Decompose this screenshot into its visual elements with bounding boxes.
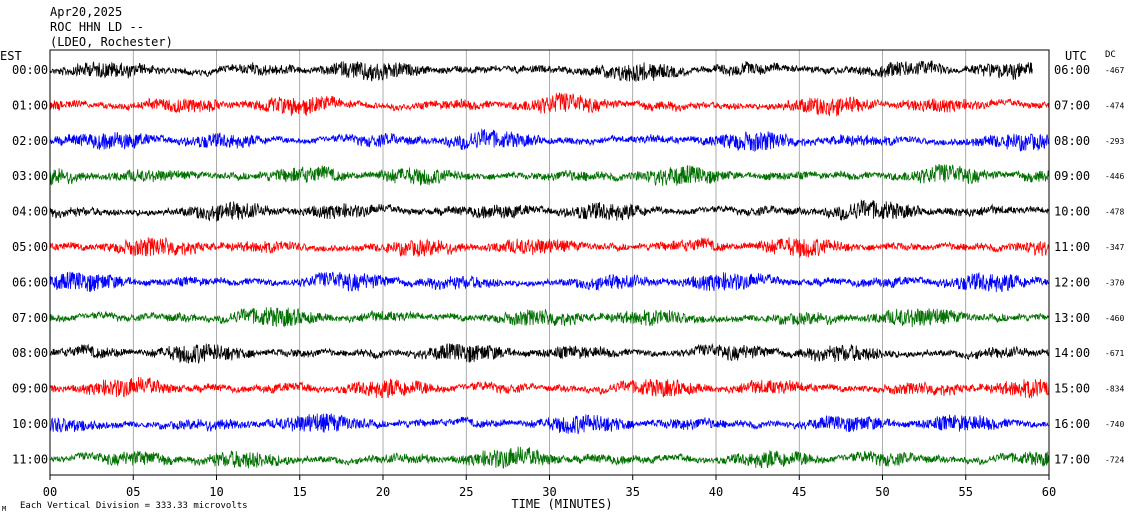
trace-line: [49, 446, 1050, 469]
row-utc-label: 17:00: [1054, 452, 1090, 466]
row-est-label: 09:00: [12, 382, 48, 396]
trace-line: [49, 342, 1050, 364]
x-tick-label: 05: [126, 485, 140, 499]
row-est-label: 07:00: [12, 311, 48, 325]
row-utc-label: 14:00: [1054, 346, 1090, 360]
row-dc-value: -474: [1105, 101, 1124, 110]
row-dc-value: -834: [1105, 385, 1124, 394]
trace-line: [49, 413, 1050, 435]
trace-line: [49, 128, 1050, 153]
x-tick-label: 30: [542, 485, 556, 499]
row-est-label: 10:00: [12, 417, 48, 431]
x-tick-label: 20: [376, 485, 390, 499]
x-tick-label: 00: [43, 485, 57, 499]
row-utc-label: 06:00: [1054, 63, 1090, 77]
row-dc-value: -478: [1105, 208, 1124, 217]
row-est-label: 03:00: [12, 169, 48, 183]
x-tick-label: 35: [626, 485, 640, 499]
row-dc-value: -460: [1105, 314, 1124, 323]
grid-lines: [132, 50, 967, 475]
x-tick-label: 40: [709, 485, 723, 499]
x-tick-label: 60: [1042, 485, 1056, 499]
row-dc-value: -293: [1105, 137, 1124, 146]
x-axis-ticks: 00 05 10 15 20 25 30 35 40 45 50 55 60: [43, 475, 1056, 499]
header-network: (LDEO, Rochester): [50, 35, 173, 49]
seismic-traces: [49, 60, 1050, 469]
x-tick-label: 50: [875, 485, 889, 499]
trace-line: [49, 60, 1033, 82]
x-tick-label: 25: [459, 485, 473, 499]
row-dc-value: -467: [1105, 66, 1124, 75]
row-utc-label: 11:00: [1054, 240, 1090, 254]
row-est-label: 00:00: [12, 63, 48, 77]
trace-line: [49, 199, 1050, 222]
row-est-label: 08:00: [12, 346, 48, 360]
row-dc-value: -671: [1105, 349, 1124, 358]
row-est-label: 11:00: [12, 452, 48, 466]
row-est-label: 02:00: [12, 134, 48, 148]
x-tick-label: 15: [293, 485, 307, 499]
row-dc-value: -740: [1105, 420, 1124, 429]
row-utc-label: 12:00: [1054, 275, 1090, 289]
trace-line: [49, 376, 1050, 399]
row-utc-label: 15:00: [1054, 382, 1090, 396]
x-tick-label: 45: [792, 485, 806, 499]
row-est-label: 04:00: [12, 205, 48, 219]
trace-line: [49, 163, 1050, 187]
row-labels: 00:00 06:00 -467 01:00 07:00 -474 02:00 08:00 -2…: [12, 63, 1124, 466]
row-utc-label: 10:00: [1054, 205, 1090, 219]
trace-line: [49, 237, 1050, 258]
row-dc-value: -370: [1105, 278, 1124, 287]
x-tick-label: 55: [959, 485, 973, 499]
x-axis-title: TIME (MINUTES): [511, 497, 612, 511]
row-dc-value: -347: [1105, 243, 1124, 252]
footer-mark: M: [2, 505, 6, 513]
trace-line: [49, 307, 1050, 328]
row-utc-label: 09:00: [1054, 169, 1090, 183]
row-utc-label: 16:00: [1054, 417, 1090, 431]
row-est-label: 01:00: [12, 98, 48, 112]
row-utc-label: 13:00: [1054, 311, 1090, 325]
left-timezone-label: EST: [0, 49, 22, 63]
row-est-label: 06:00: [12, 275, 48, 289]
trace-line: [49, 271, 1050, 293]
x-tick-label: 10: [209, 485, 223, 499]
row-utc-label: 07:00: [1054, 98, 1090, 112]
right-timezone-label: UTC: [1065, 49, 1087, 63]
row-dc-value: -446: [1105, 172, 1124, 181]
dc-header-label: DC: [1105, 50, 1116, 60]
row-utc-label: 08:00: [1054, 134, 1090, 148]
trace-line: [49, 92, 1050, 117]
row-est-label: 05:00: [12, 240, 48, 254]
header-station: ROC HHN LD --: [50, 20, 144, 34]
row-dc-value: -724: [1105, 455, 1124, 464]
header-date: Apr20,2025: [50, 5, 122, 19]
footer-scale-note: Each Vertical Division = 333.33 microvol…: [20, 501, 248, 511]
